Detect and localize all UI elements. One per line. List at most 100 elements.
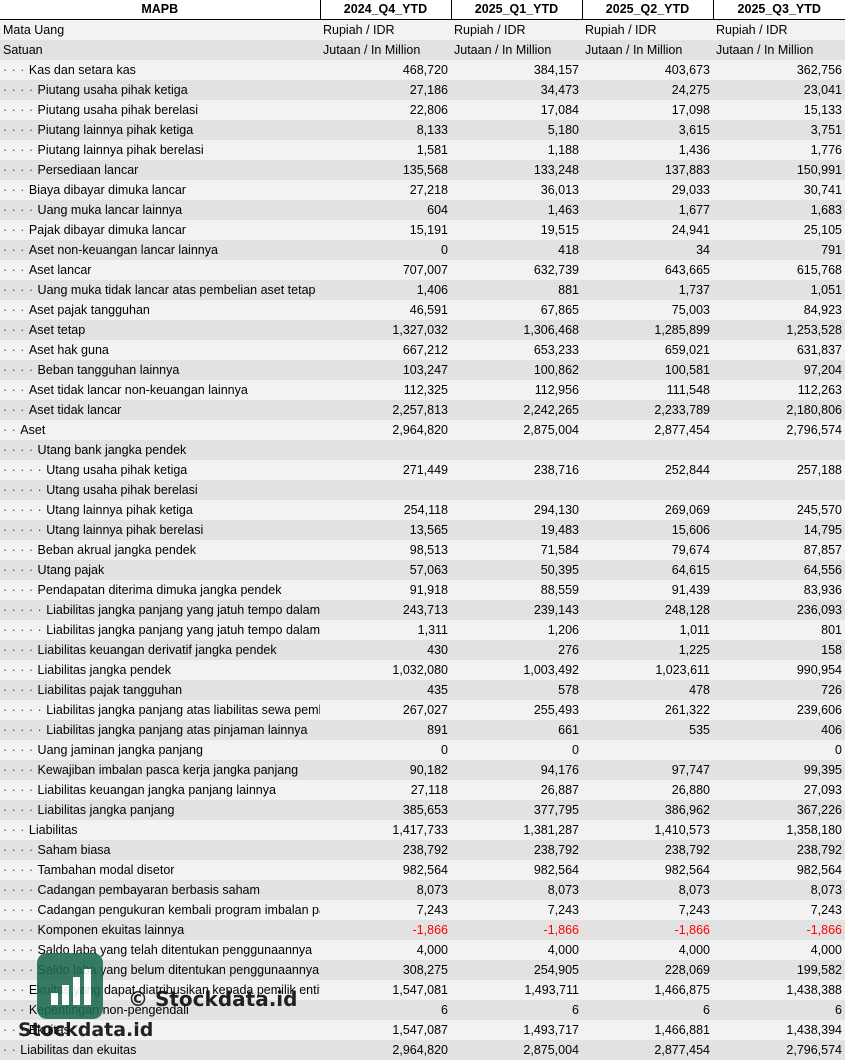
row-value: 97,204 — [803, 363, 842, 377]
header-period: 2025_Q2_YTD — [582, 0, 714, 20]
row-value: 7,243 — [547, 903, 579, 917]
row-value: 84,923 — [803, 303, 842, 317]
row-value: 2,796,574 — [786, 1043, 842, 1057]
row-value — [713, 480, 845, 500]
indent-dots: · · · · — [3, 743, 38, 757]
row-label: · · · · Beban akrual jangka pendek — [0, 540, 320, 560]
row-value: 17,098 — [671, 103, 710, 117]
row-value: 254,905 — [533, 963, 579, 977]
table-row: · · · · Pendapatan diterima dimuka jangk… — [0, 580, 845, 600]
indent-dots: · · · · — [3, 443, 38, 457]
row-value: 88,559 — [540, 583, 579, 597]
row-value: 1,253,528 — [786, 323, 842, 337]
row-value: 403,673 — [664, 63, 710, 77]
row-value: 25,105 — [803, 223, 842, 237]
indent-dots: · · · · — [3, 663, 38, 677]
row-value: 71,584 — [540, 543, 579, 557]
table-row: · · · Liabilitas 1,417,733 1,381,287 1,410,… — [0, 820, 845, 840]
row-value — [582, 740, 713, 760]
row-label-text: Liabilitas jangka panjang yang jatuh tem… — [46, 623, 320, 637]
row-label-text: Aset — [20, 423, 46, 437]
row-label-text: Liabilitas jangka panjang atas liabilita… — [46, 703, 320, 717]
row-value: 252,844 — [664, 463, 710, 477]
row-value: 881 — [558, 283, 579, 297]
row-value: 659,021 — [664, 343, 710, 357]
row-label: · · · Kas dan setara kas — [0, 60, 320, 80]
row-label-text: Liabilitas jangka panjang atas pinjaman … — [46, 723, 308, 737]
row-value: 15,133 — [803, 103, 842, 117]
row-label-text: Aset pajak tangguhan — [28, 303, 150, 317]
indent-dots: · · · · · — [3, 703, 47, 717]
row-label: · · Aset — [0, 420, 320, 440]
row-label-text: Utang usaha pihak ketiga — [46, 463, 188, 477]
row-value: 137,883 — [664, 163, 710, 177]
row-value: 982,564 — [533, 863, 579, 877]
indent-dots: · · · — [3, 1003, 29, 1017]
row-label-text: Ekuitas — [28, 1023, 70, 1037]
row-value: 707,007 — [402, 263, 448, 277]
row-value: 26,880 — [671, 783, 710, 797]
table-row: · · · Aset lancar 707,007 632,739 643,665 61… — [0, 260, 845, 280]
row-value: 578 — [558, 683, 579, 697]
row-value: 384,157 — [533, 63, 579, 77]
row-value: 64,556 — [803, 563, 842, 577]
row-value: 990,954 — [796, 663, 842, 677]
row-label: · · · · Cadangan pembayaran berbasis sah… — [0, 880, 320, 900]
row-value: 1,410,573 — [654, 823, 710, 837]
row-label-text: Aset tidak lancar non-keuangan lainnya — [28, 383, 248, 397]
row-value — [320, 440, 451, 460]
row-value: 308,275 — [402, 963, 448, 977]
row-value: 1,051 — [810, 283, 842, 297]
table-row: · · · · Piutang lainnya pihak ketiga 8,13… — [0, 120, 845, 140]
row-value: 24,275 — [671, 83, 710, 97]
row-value: 238,716 — [533, 463, 579, 477]
table-row: · · · Aset pajak tangguhan 46,591 67,865 75… — [0, 300, 845, 320]
row-label: · · · · Uang muka lancar lainnya — [0, 200, 320, 220]
row-value: 34,473 — [540, 83, 579, 97]
row-value: 90,182 — [409, 763, 448, 777]
table-row: · · · · Cadangan pembayaran berbasis sah… — [0, 880, 845, 900]
table-row: · · · · Tambahan modal disetor 982,564 982… — [0, 860, 845, 880]
row-value: 255,493 — [533, 703, 579, 717]
row-value: 2,877,454 — [654, 1043, 710, 1057]
row-label: · · · · Cadangan pengukuran kembali prog… — [0, 900, 320, 920]
indent-dots: · · · — [3, 323, 29, 337]
row-value: 362,756 — [796, 63, 842, 77]
row-value: 254,118 — [403, 503, 448, 517]
indent-dots: · · · · — [3, 803, 38, 817]
table-row: · · · Aset tidak lancar non-keuangan lai… — [0, 380, 845, 400]
table-row: · · · · Liabilitas keuangan jangka panja… — [0, 780, 845, 800]
row-value: 982,564 — [664, 863, 710, 877]
row-value: 1,493,711 — [524, 983, 579, 997]
row-value: 791 — [821, 243, 842, 257]
row-label-text: Liabilitas dan ekuitas — [20, 1043, 137, 1057]
indent-dots: · · · — [3, 223, 29, 237]
row-label: · · · · Kewajiban imbalan pasca kerja ja… — [0, 760, 320, 780]
row-value: 36,013 — [540, 183, 579, 197]
row-label: · · · · Utang pajak — [0, 560, 320, 580]
row-value: 1,436 — [678, 143, 710, 157]
row-label: · · · · Liabilitas jangka panjang — [0, 800, 320, 820]
row-value: 4,000 — [678, 943, 710, 957]
row-value: 50,395 — [540, 563, 579, 577]
row-label: · · · · Piutang lainnya pihak ketiga — [0, 120, 320, 140]
table-row: · · · · · Liabilitas jangka panjang yang… — [0, 620, 845, 640]
row-label: · · · · Piutang usaha pihak ketiga — [0, 80, 320, 100]
row-label-text: Liabilitas jangka panjang yang jatuh tem… — [46, 603, 320, 617]
row-value: 4,000 — [810, 943, 842, 957]
row-value: 238,792 — [533, 843, 579, 857]
indent-dots: · · · · · — [3, 463, 47, 477]
row-label: · · · · · Utang usaha pihak berelasi — [0, 480, 320, 500]
row-label-text: Liabilitas keuangan jangka panjang lainn… — [37, 783, 276, 797]
row-value: 30,741 — [803, 183, 842, 197]
row-label: · · · Aset tetap — [0, 320, 320, 340]
row-value: 661 — [558, 723, 579, 737]
row-value: 112,325 — [403, 383, 448, 397]
row-label: · · · Liabilitas — [0, 820, 320, 840]
unit-label: Satuan — [3, 43, 43, 57]
table-row: · · · · · Liabilitas jangka panjang atas… — [0, 720, 845, 740]
row-value: 236,093 — [796, 603, 842, 617]
row-value: 91,918 — [409, 583, 448, 597]
table-row: · · · · Liabilitas keuangan derivatif ja… — [0, 640, 845, 660]
row-label: · · · · Saldo laba yang belum ditentukan… — [0, 960, 320, 980]
